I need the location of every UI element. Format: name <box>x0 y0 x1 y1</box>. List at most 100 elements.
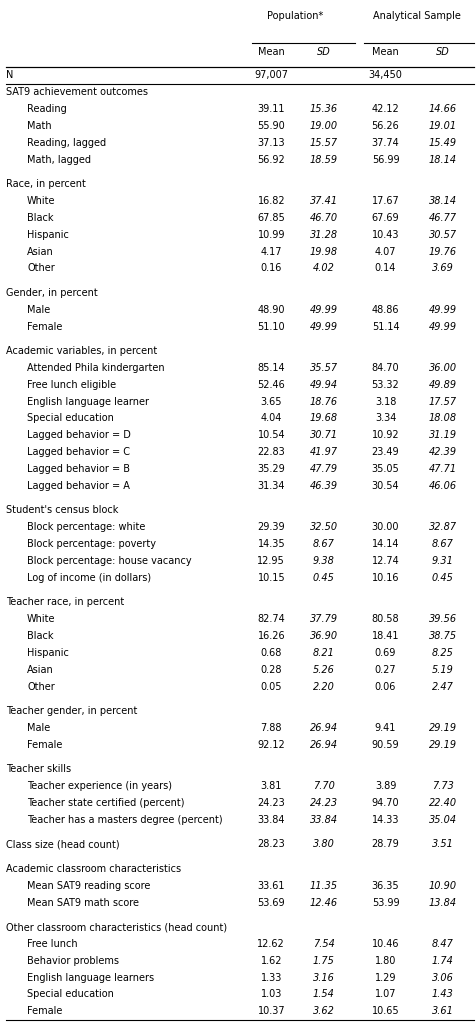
Text: 22.83: 22.83 <box>258 447 285 457</box>
Text: 18.08: 18.08 <box>428 413 457 424</box>
Text: 15.36: 15.36 <box>309 104 338 114</box>
Text: 36.35: 36.35 <box>372 881 399 890</box>
Text: 46.70: 46.70 <box>309 213 338 223</box>
Text: Lagged behavior = D: Lagged behavior = D <box>27 431 131 440</box>
Text: Block percentage: house vacancy: Block percentage: house vacancy <box>27 556 192 566</box>
Text: 12.62: 12.62 <box>258 939 285 949</box>
Text: 26.94: 26.94 <box>309 740 338 749</box>
Text: 10.90: 10.90 <box>428 881 457 890</box>
Text: 18.41: 18.41 <box>372 631 399 641</box>
Text: 19.01: 19.01 <box>428 121 457 131</box>
Text: 22.40: 22.40 <box>428 798 457 808</box>
Text: 12.95: 12.95 <box>258 556 285 566</box>
Text: Teacher race, in percent: Teacher race, in percent <box>6 597 124 608</box>
Text: Class size (head count): Class size (head count) <box>6 840 119 849</box>
Text: 49.94: 49.94 <box>309 379 338 390</box>
Text: 10.54: 10.54 <box>258 431 285 440</box>
Text: 49.99: 49.99 <box>428 304 457 315</box>
Text: 0.69: 0.69 <box>375 648 396 658</box>
Text: 37.41: 37.41 <box>309 196 338 206</box>
Text: 7.54: 7.54 <box>313 939 335 949</box>
Text: 5.19: 5.19 <box>432 665 454 674</box>
Text: 39.56: 39.56 <box>428 614 457 624</box>
Text: 56.99: 56.99 <box>372 154 399 164</box>
Text: 10.92: 10.92 <box>372 431 399 440</box>
Text: Gender, in percent: Gender, in percent <box>6 288 98 298</box>
Text: Other classroom characteristics (head count): Other classroom characteristics (head co… <box>6 922 227 932</box>
Text: 17.67: 17.67 <box>372 196 399 206</box>
Text: 18.59: 18.59 <box>309 154 338 164</box>
Text: Teacher experience (in years): Teacher experience (in years) <box>27 781 172 792</box>
Text: 31.34: 31.34 <box>258 481 285 491</box>
Text: 19.98: 19.98 <box>309 247 338 257</box>
Text: 49.99: 49.99 <box>309 304 338 315</box>
Text: 56.26: 56.26 <box>372 121 399 131</box>
Text: 35.57: 35.57 <box>309 363 338 373</box>
Text: 4.07: 4.07 <box>375 247 397 257</box>
Text: Female: Female <box>27 740 62 749</box>
Text: 1.33: 1.33 <box>261 972 282 983</box>
Text: Block percentage: white: Block percentage: white <box>27 522 146 533</box>
Text: 30.71: 30.71 <box>309 431 338 440</box>
Text: Mean: Mean <box>258 46 285 57</box>
Text: 28.79: 28.79 <box>372 840 399 849</box>
Text: 10.65: 10.65 <box>372 1006 399 1017</box>
Text: Academic variables, in percent: Academic variables, in percent <box>6 346 157 356</box>
Text: 67.69: 67.69 <box>372 213 399 223</box>
Text: 47.79: 47.79 <box>309 464 338 474</box>
Text: Math, lagged: Math, lagged <box>27 154 91 164</box>
Text: 1.07: 1.07 <box>375 990 397 999</box>
Text: 9.31: 9.31 <box>432 556 454 566</box>
Text: 4.04: 4.04 <box>261 413 282 424</box>
Text: 8.47: 8.47 <box>432 939 454 949</box>
Text: 8.25: 8.25 <box>432 648 454 658</box>
Text: 13.84: 13.84 <box>428 897 457 908</box>
Text: Academic classroom characteristics: Academic classroom characteristics <box>6 864 181 874</box>
Text: 38.14: 38.14 <box>428 196 457 206</box>
Text: Special education: Special education <box>27 990 114 999</box>
Text: 37.74: 37.74 <box>372 138 399 148</box>
Text: 30.54: 30.54 <box>372 481 399 491</box>
Text: Log of income (in dollars): Log of income (in dollars) <box>27 573 151 583</box>
Text: 1.29: 1.29 <box>375 972 397 983</box>
Text: 1.43: 1.43 <box>432 990 454 999</box>
Text: 3.34: 3.34 <box>375 413 396 424</box>
Text: 36.00: 36.00 <box>428 363 457 373</box>
Text: Mean SAT9 reading score: Mean SAT9 reading score <box>27 881 150 890</box>
Text: 80.58: 80.58 <box>372 614 399 624</box>
Text: 32.50: 32.50 <box>309 522 338 533</box>
Text: 37.13: 37.13 <box>258 138 285 148</box>
Text: 4.02: 4.02 <box>313 263 335 273</box>
Text: 0.27: 0.27 <box>375 665 397 674</box>
Text: N: N <box>6 70 13 80</box>
Text: 85.14: 85.14 <box>258 363 285 373</box>
Text: 0.05: 0.05 <box>260 682 282 692</box>
Text: 7.88: 7.88 <box>260 723 282 733</box>
Text: Lagged behavior = A: Lagged behavior = A <box>27 481 130 491</box>
Text: 3.62: 3.62 <box>313 1006 335 1017</box>
Text: 24.23: 24.23 <box>258 798 285 808</box>
Text: 18.14: 18.14 <box>428 154 457 164</box>
Text: Black: Black <box>27 213 54 223</box>
Text: 0.28: 0.28 <box>260 665 282 674</box>
Text: 49.89: 49.89 <box>428 379 457 390</box>
Text: 0.14: 0.14 <box>375 263 396 273</box>
Text: 12.74: 12.74 <box>372 556 399 566</box>
Text: 30.00: 30.00 <box>372 522 399 533</box>
Text: Race, in percent: Race, in percent <box>6 179 86 189</box>
Text: Behavior problems: Behavior problems <box>27 956 119 965</box>
Text: Analytical Sample: Analytical Sample <box>373 10 460 21</box>
Text: White: White <box>27 614 56 624</box>
Text: Teacher has a masters degree (percent): Teacher has a masters degree (percent) <box>27 815 223 824</box>
Text: 19.00: 19.00 <box>309 121 338 131</box>
Text: 3.06: 3.06 <box>432 972 454 983</box>
Text: 18.76: 18.76 <box>309 397 338 407</box>
Text: 32.87: 32.87 <box>428 522 457 533</box>
Text: 8.67: 8.67 <box>313 539 335 549</box>
Text: Population*: Population* <box>267 10 323 21</box>
Text: Teacher state certified (percent): Teacher state certified (percent) <box>27 798 185 808</box>
Text: 12.46: 12.46 <box>309 897 338 908</box>
Text: Lagged behavior = B: Lagged behavior = B <box>27 464 130 474</box>
Text: 29.19: 29.19 <box>428 723 457 733</box>
Text: SD: SD <box>317 46 330 57</box>
